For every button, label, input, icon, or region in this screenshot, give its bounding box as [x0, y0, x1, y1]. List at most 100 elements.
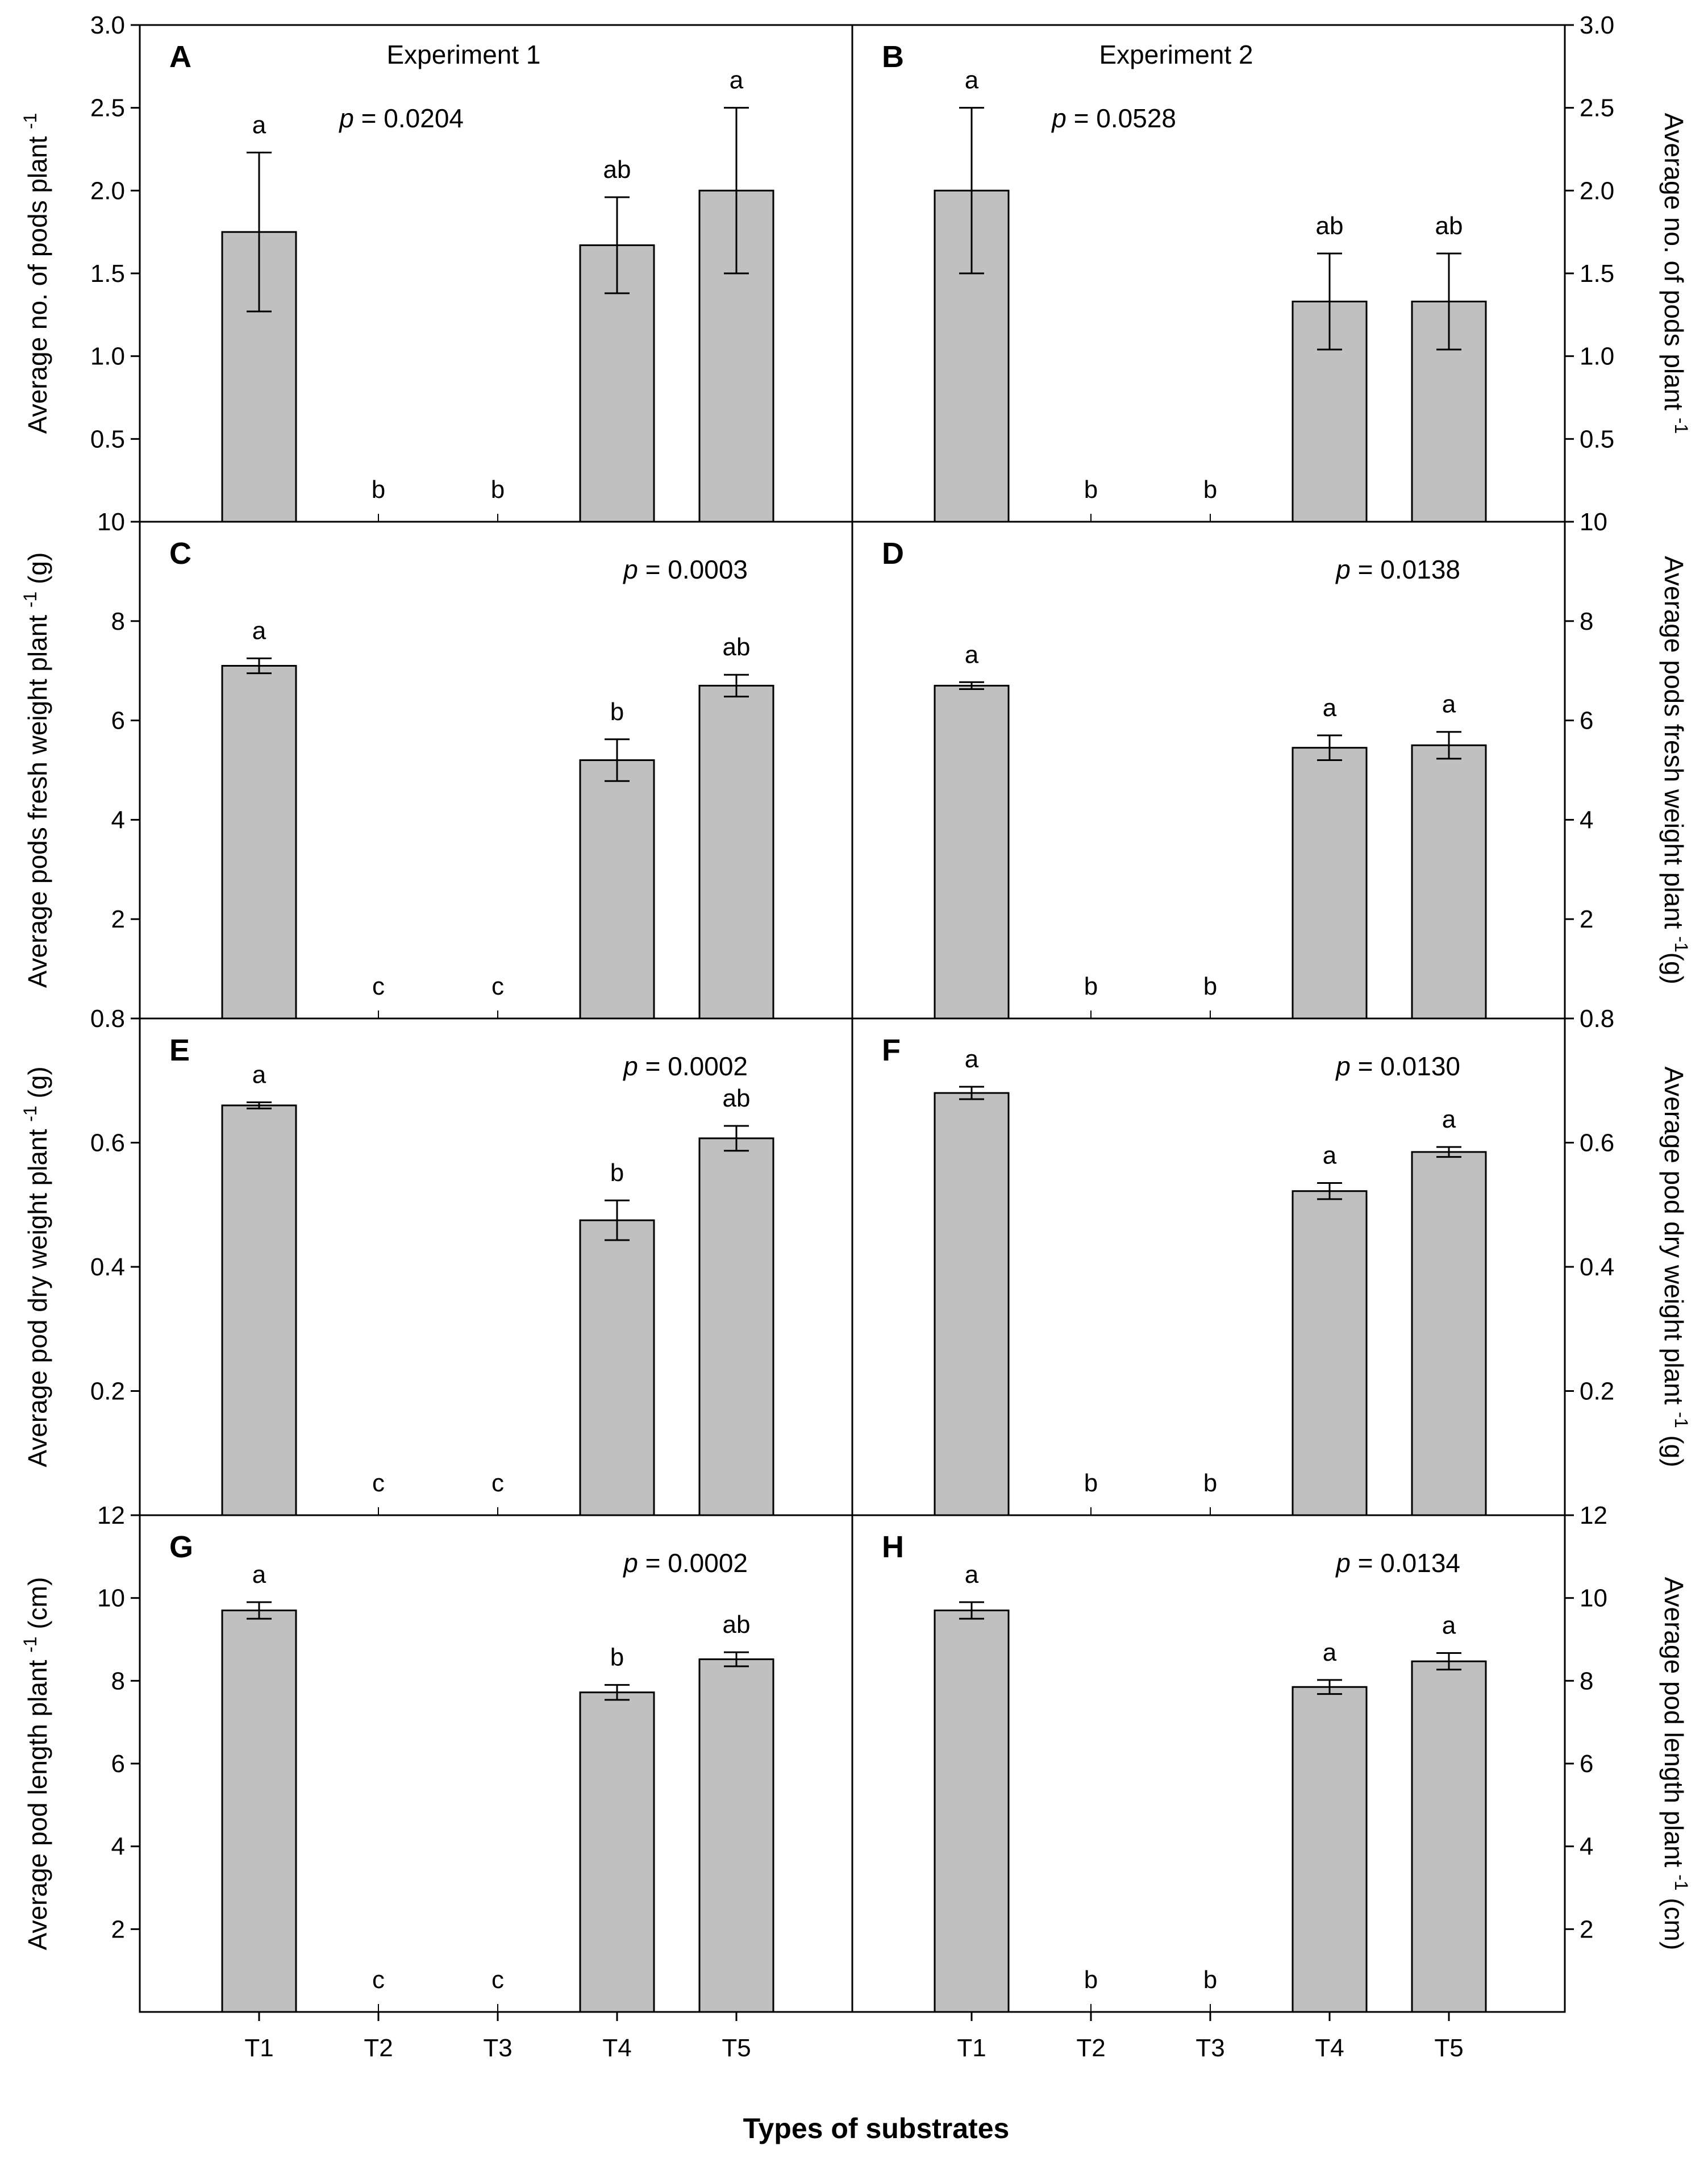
x-tick-label: T5 — [1434, 2034, 1463, 2062]
significance-letter: c — [372, 1469, 385, 1497]
bar-t1 — [221, 664, 297, 1020]
significance-letter: a — [1442, 1105, 1456, 1133]
p-value-label: p = 0.0204 — [338, 103, 464, 133]
bar-t1 — [934, 684, 1010, 1020]
panel-letter: E — [169, 1033, 190, 1067]
p-value-number: = 0.0138 — [1351, 555, 1460, 584]
panel-letter: H — [882, 1530, 904, 1564]
bar-t4 — [579, 759, 655, 1020]
y-axis-label-superscript: -1 — [1671, 936, 1692, 952]
panel-letter: B — [882, 40, 904, 74]
significance-letter: b — [1084, 1966, 1098, 1994]
experiment-title: Experiment 1 — [386, 40, 540, 69]
p-value-symbol: p — [1335, 1051, 1351, 1081]
y-axis-label-text: Average no. of pods plant — [23, 129, 52, 434]
y-axis-label-unit: (g) — [23, 1066, 52, 1105]
y-tick-label: 10 — [1580, 1585, 1607, 1612]
y-axis-label: Average pod dry weight plant -1 (g) — [20, 1066, 52, 1467]
significance-letter: b — [1084, 476, 1098, 504]
panel-c: 2 4 6 8 10 a c c b ab C p = 0.0003 Average pods fres… — [20, 508, 853, 1020]
y-axis-label-unit: (g) — [1659, 1428, 1689, 1467]
y-tick-label: 4 — [111, 1833, 125, 1861]
y-tick-label: 3.0 — [1580, 11, 1614, 39]
y-axis-label-text: Average pods fresh weight plant — [23, 608, 52, 988]
bar-t1 — [221, 1104, 297, 1516]
y-tick-label: 10 — [97, 1585, 125, 1612]
p-value-symbol: p — [1051, 103, 1067, 133]
p-value-number: = 0.0204 — [354, 103, 464, 133]
significance-letter: b — [610, 1159, 624, 1187]
panel-g: 2 4 6 8 10 12 a c c b ab G p = 0.0002 Average pod len… — [20, 1502, 853, 2062]
p-value-symbol: p — [622, 1548, 638, 1578]
y-tick-label: 2 — [1580, 905, 1593, 933]
y-axis-label-superscript: -1 — [20, 1636, 40, 1652]
significance-letter: b — [372, 476, 385, 504]
experiment-title: Experiment 2 — [1099, 40, 1253, 69]
y-tick-label: 0.6 — [1580, 1129, 1614, 1157]
panel-d: 2 4 6 8 10 a b b a a D p = 0.0138 Average pods fresh… — [851, 508, 1692, 1020]
y-axis-label: Average pods fresh weight plant -1 (g) — [20, 552, 52, 988]
p-value-number: = 0.0130 — [1351, 1051, 1460, 1081]
bar-t4 — [579, 1691, 655, 2013]
significance-letter: a — [1442, 1612, 1456, 1640]
p-value-label: p = 0.0134 — [1335, 1548, 1460, 1578]
y-tick-label: 1.0 — [1580, 343, 1614, 371]
y-tick-label: 2.0 — [90, 177, 125, 205]
y-tick-label: 12 — [97, 1502, 125, 1529]
x-tick-label: T1 — [244, 2034, 273, 2062]
significance-letter: ab — [1316, 212, 1344, 240]
y-axis-label-superscript: -1 — [20, 592, 40, 608]
y-tick-label: 0.8 — [90, 1005, 125, 1033]
bar-t4 — [579, 1219, 655, 1516]
y-axis-label: Average pods fresh weight plant -1(g) — [1659, 556, 1692, 984]
y-tick-label: 2.5 — [90, 94, 125, 122]
significance-letter: b — [491, 476, 505, 504]
y-tick-label: 6 — [111, 707, 125, 735]
y-tick-label: 12 — [1580, 1502, 1607, 1529]
p-value-symbol: p — [338, 103, 354, 133]
bar-t5 — [1411, 1660, 1487, 2013]
p-value-symbol: p — [1335, 1548, 1351, 1578]
significance-letter: ab — [1435, 212, 1463, 240]
x-tick-label: T1 — [957, 2034, 986, 2062]
significance-letter: c — [372, 1966, 385, 1994]
p-value-symbol: p — [1335, 555, 1351, 584]
p-value-label: p = 0.0130 — [1335, 1051, 1460, 1081]
y-axis-label-text: Average pod dry weight plant — [1659, 1066, 1689, 1412]
panel-f: 0.2 0.4 0.6 0.8 a b b a a F p = 0.0130 Average pod … — [851, 1005, 1692, 1516]
y-axis-label-superscript: -1 — [1671, 1412, 1692, 1428]
y-tick-label: 0.8 — [1580, 1005, 1614, 1033]
y-tick-label: 8 — [111, 608, 125, 635]
panel-letter: A — [169, 40, 191, 74]
bar-t4 — [1292, 1190, 1368, 1516]
y-tick-label: 2 — [1580, 1915, 1593, 1943]
significance-letter: b — [1203, 972, 1217, 1000]
significance-letter: b — [1084, 972, 1098, 1000]
significance-letter: c — [372, 972, 385, 1000]
y-tick-label: 6 — [1580, 707, 1593, 735]
x-tick-label: T4 — [1315, 2034, 1344, 2062]
y-axis-label-text: Average pod length plant — [23, 1653, 52, 1950]
bar-t4 — [1292, 1686, 1368, 2013]
x-axis-title: Types of substrates — [743, 2113, 1010, 2144]
significance-letter: b — [1203, 476, 1217, 504]
bar-t1 — [221, 1610, 297, 2013]
x-tick-label: T4 — [602, 2034, 631, 2062]
significance-letter: a — [1323, 694, 1337, 722]
significance-letter: b — [610, 698, 624, 726]
p-value-number: = 0.0002 — [638, 1051, 748, 1081]
y-tick-label: 4 — [111, 806, 125, 834]
significance-letter: ab — [723, 633, 751, 661]
y-axis-label: Average pod length plant -1 (cm) — [20, 1577, 52, 1951]
bar-t1 — [934, 1092, 1010, 1516]
x-tick-label: T3 — [1195, 2034, 1224, 2062]
y-tick-label: 8 — [111, 1667, 125, 1695]
y-tick-label: 4 — [1580, 1833, 1593, 1861]
significance-letter: c — [491, 972, 504, 1000]
p-value-label: p = 0.0528 — [1051, 103, 1176, 133]
bar-t5 — [698, 1658, 774, 2013]
y-axis-label-text: Average pod length plant — [1659, 1577, 1689, 1874]
y-tick-label: 0.4 — [1580, 1253, 1614, 1281]
